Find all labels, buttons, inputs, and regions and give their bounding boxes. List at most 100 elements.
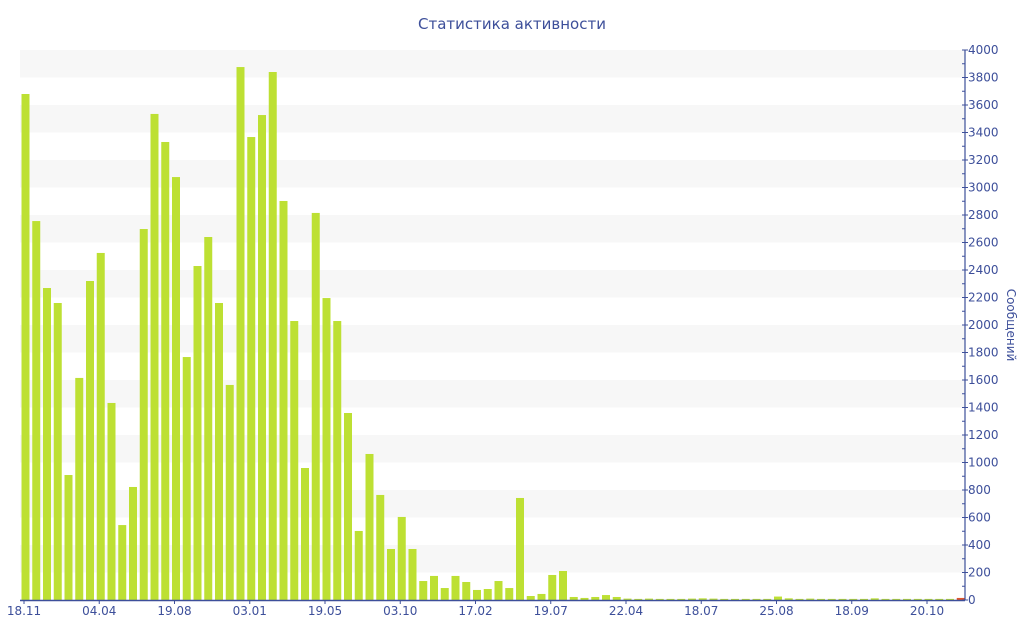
bar (376, 494, 385, 600)
bar (118, 525, 127, 600)
bar (225, 384, 234, 600)
y-tick-label: 2400 (968, 263, 999, 277)
bar (602, 595, 610, 600)
bar (107, 402, 116, 600)
y-tick-label: 1400 (968, 401, 999, 415)
bar (634, 598, 643, 601)
y-tick-label: 200 (968, 566, 991, 580)
bar (516, 497, 524, 600)
bar (677, 598, 686, 601)
y-tick-label: 800 (968, 483, 991, 497)
x-tick-label: 03.01 (233, 604, 267, 618)
bar (75, 377, 84, 600)
y-axis: 0 200 400 600 800 1000 1200 1400 1600 1800 2000 220… (962, 43, 999, 607)
bar (129, 486, 137, 600)
y-axis-label: Сообщений (1004, 289, 1018, 362)
bar (354, 530, 363, 600)
bar (784, 598, 793, 600)
bar (204, 237, 213, 600)
bar (548, 574, 557, 600)
bar (903, 598, 911, 601)
bar (419, 581, 428, 600)
bar (21, 94, 30, 600)
bars (21, 67, 965, 601)
y-tick-label: 3000 (968, 181, 999, 195)
bar (956, 597, 965, 600)
y-tick-label: 1200 (968, 428, 999, 442)
bar (688, 598, 696, 601)
bar (483, 589, 492, 600)
bar (268, 72, 277, 600)
bar (258, 115, 266, 600)
bar (408, 548, 417, 600)
y-tick-label: 2000 (968, 318, 999, 332)
bar (935, 598, 944, 601)
bar (817, 598, 825, 601)
x-tick-label: 19.05 (308, 604, 342, 618)
bar (580, 597, 589, 600)
bar (397, 516, 406, 600)
bar (913, 598, 922, 601)
bar (311, 212, 320, 600)
bar (43, 288, 51, 600)
bar (290, 321, 299, 600)
x-tick-label: 18.11 (7, 604, 41, 618)
y-tick-label: 3200 (968, 153, 999, 167)
bar (838, 598, 847, 601)
y-tick-label: 600 (968, 511, 991, 525)
bar (827, 598, 836, 601)
bar (333, 321, 342, 600)
bar (182, 357, 191, 600)
bar (247, 137, 256, 600)
y-tick-label: 1600 (968, 373, 999, 387)
y-tick-label: 2600 (968, 236, 999, 250)
bar (172, 177, 180, 601)
bar (698, 598, 707, 600)
bar (462, 581, 471, 600)
bar (763, 598, 772, 601)
bar (881, 598, 890, 601)
bar (806, 598, 815, 601)
bar (537, 593, 546, 600)
bar (387, 548, 395, 600)
bar (795, 598, 804, 601)
bar (666, 598, 675, 601)
bar (161, 141, 170, 601)
x-tick-label: 18.07 (684, 604, 718, 618)
x-axis: 18.11 04.04 19.08 03.01 19.05 03.10 17.02 19.07… (7, 599, 965, 618)
bar (741, 598, 750, 601)
bar (473, 589, 481, 600)
bar (53, 303, 62, 600)
bar (526, 596, 535, 600)
x-tick-label: 18.09 (835, 604, 869, 618)
bar (870, 598, 879, 600)
y-tick-label: 3600 (968, 98, 999, 112)
bar (774, 596, 782, 600)
x-tick-label: 25.08 (759, 604, 793, 618)
bar (440, 588, 449, 600)
bar (279, 200, 288, 600)
bar (645, 598, 653, 601)
bar (494, 581, 503, 600)
bar (64, 475, 73, 600)
bar (623, 598, 632, 601)
bar (946, 598, 954, 601)
y-tick-label: 3800 (968, 71, 999, 85)
y-tick-label: 2800 (968, 208, 999, 222)
x-tick-label: 19.07 (534, 604, 568, 618)
y-tick-label: 1800 (968, 346, 999, 360)
x-tick-label: 19.08 (157, 604, 191, 618)
bar (193, 266, 202, 600)
bar (849, 598, 858, 601)
y-tick-label: 400 (968, 538, 991, 552)
x-tick-label: 04.04 (82, 604, 116, 618)
bar (32, 221, 41, 601)
bar (150, 113, 159, 600)
bar (612, 596, 621, 600)
bar (559, 570, 567, 600)
x-tick-label: 20.10 (910, 604, 944, 618)
x-tick-label: 22.04 (609, 604, 643, 618)
grid-band (20, 105, 965, 133)
bar (569, 596, 578, 600)
bar (655, 598, 664, 601)
